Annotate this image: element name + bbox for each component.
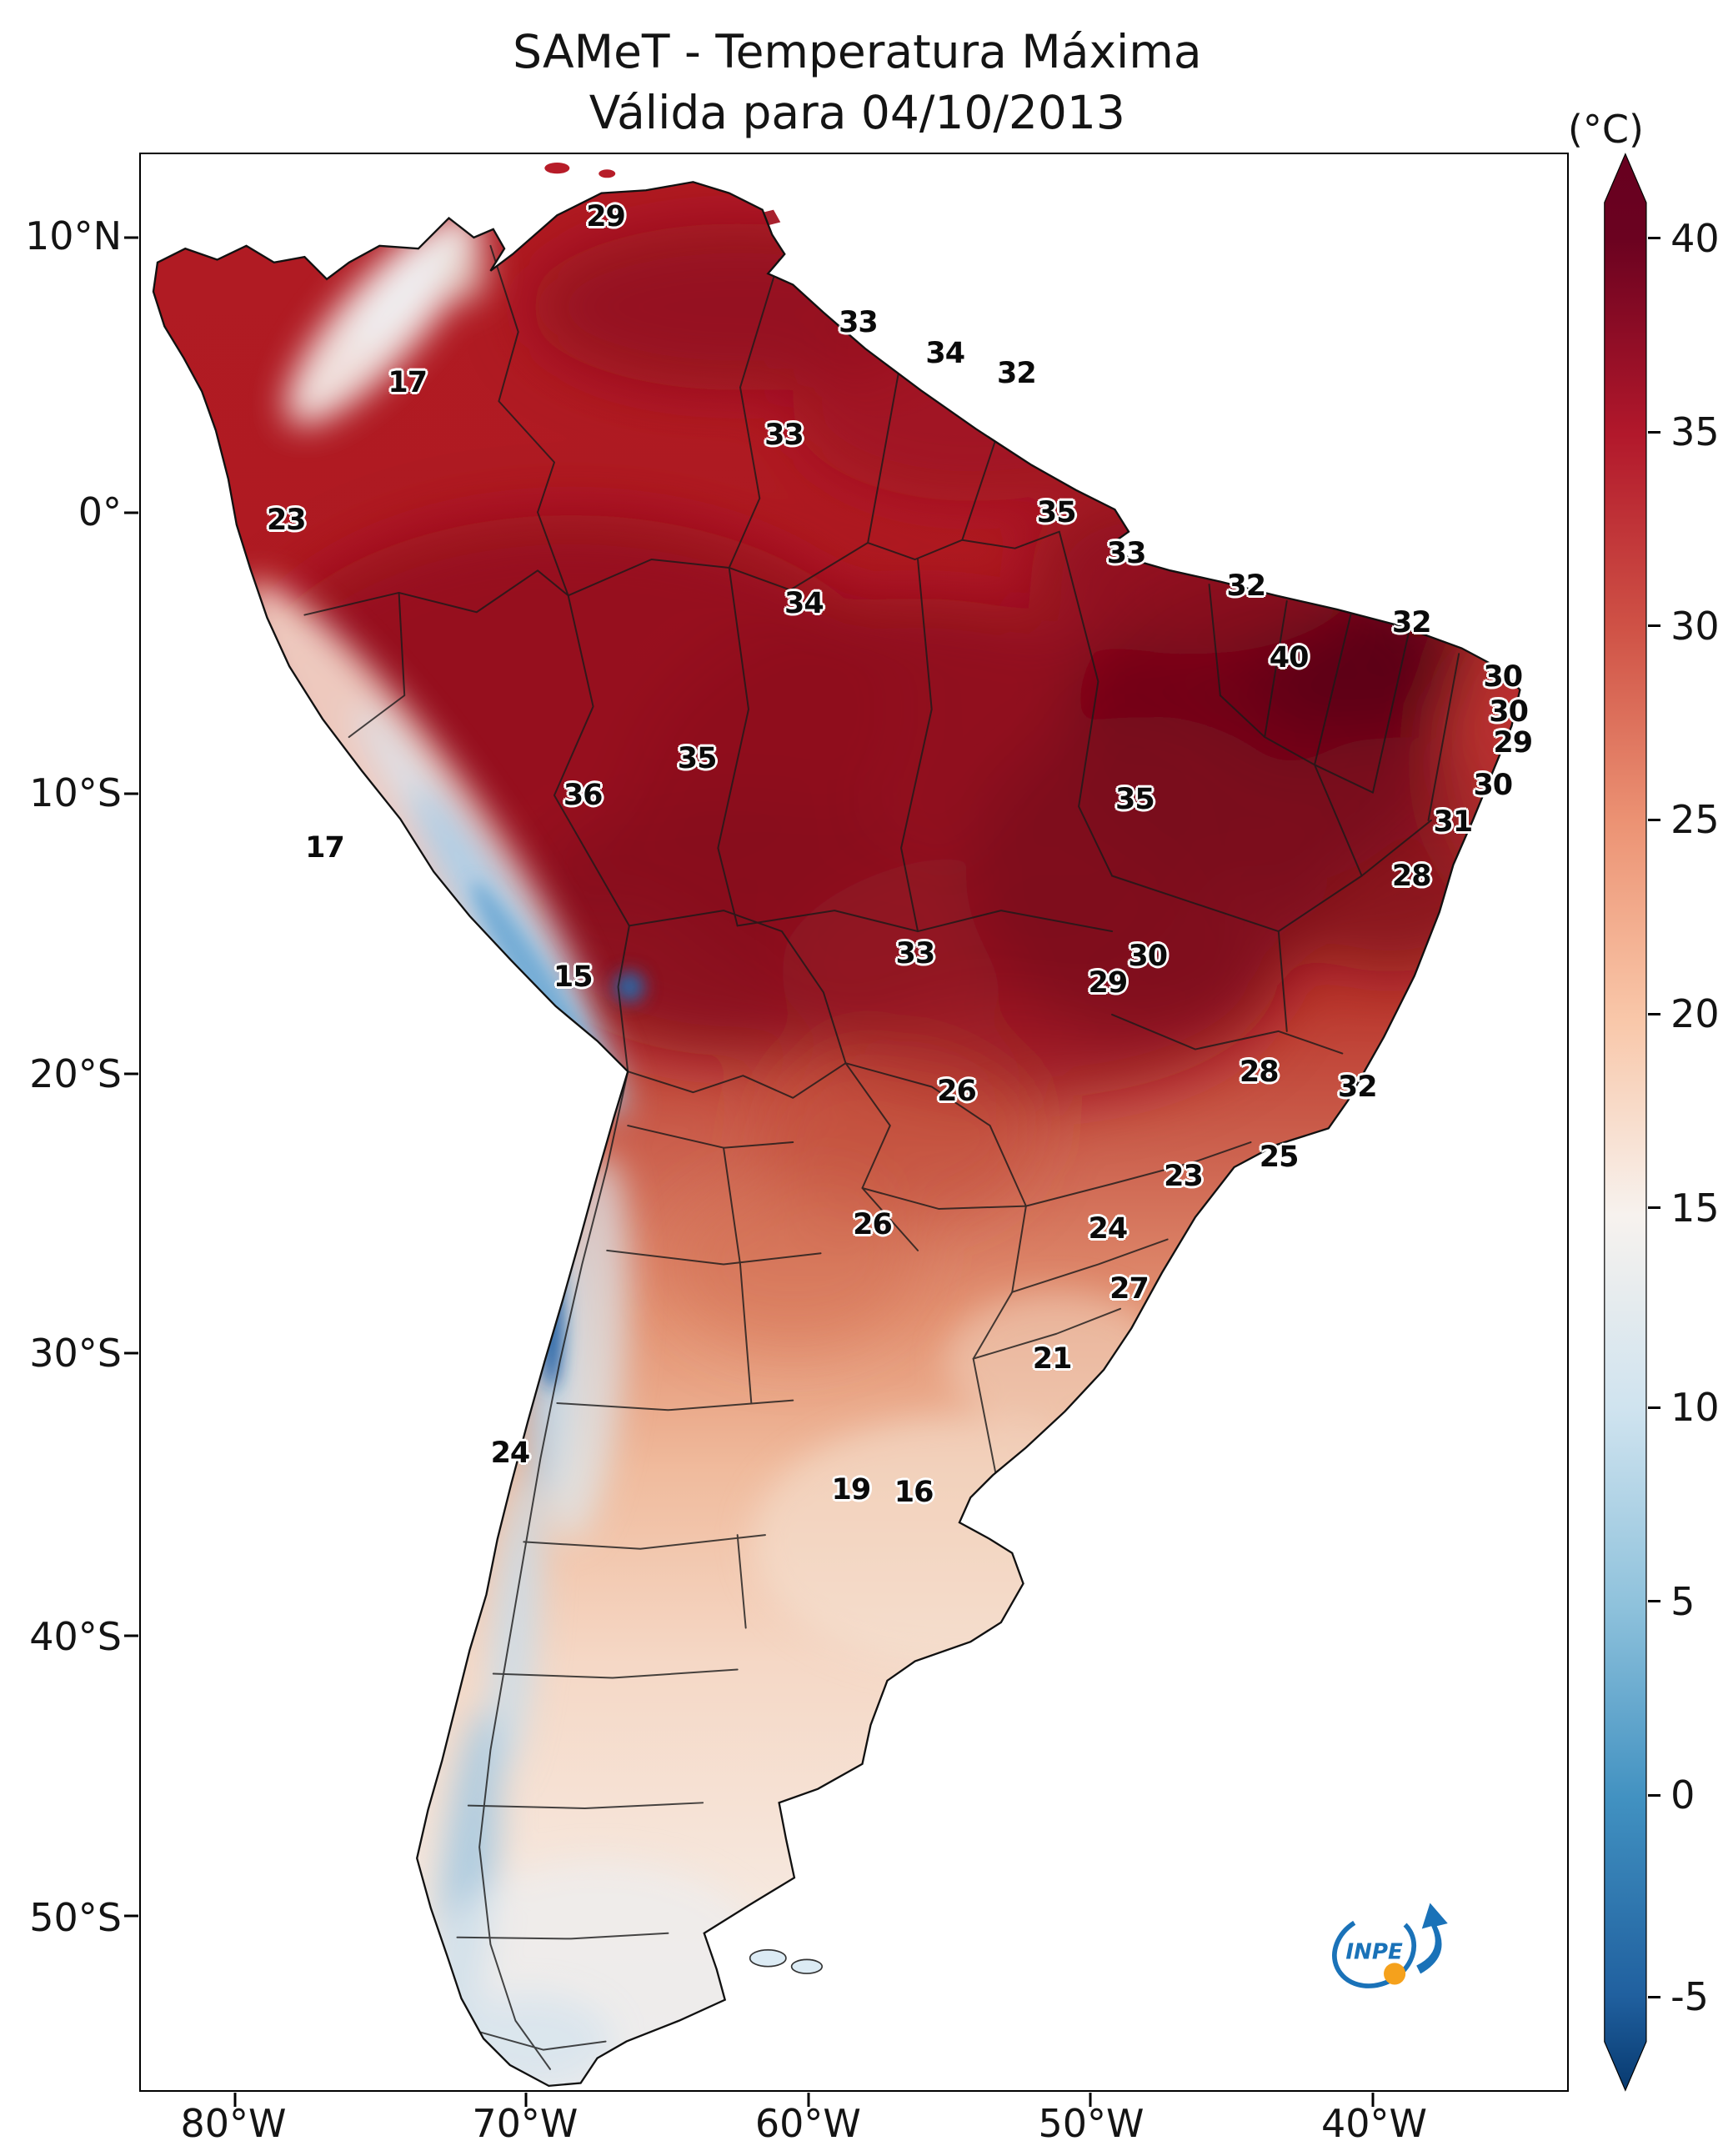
colorbar-tick-label: 15 xyxy=(1670,1185,1720,1231)
colorbar-tick-label: -5 xyxy=(1670,1974,1709,2020)
latitude-tick-label: 30°S xyxy=(29,1331,122,1376)
colorbar-tick: 10 xyxy=(1648,1385,1720,1430)
colorbar-ticks: 40 35 30 25 20 15 10 5 0 -5 xyxy=(1648,153,1723,2092)
longitude-tick-label: 70°W xyxy=(472,2101,579,2147)
colorbar-tick-label: 25 xyxy=(1670,797,1720,843)
colorbar-tick: 20 xyxy=(1648,991,1720,1036)
colorbar-tick-label: 20 xyxy=(1670,991,1720,1037)
latitude-tick-label: 10°S xyxy=(29,770,122,815)
inpe-logo-text: INPE xyxy=(1346,1940,1404,1965)
colorbar-tick-label: 5 xyxy=(1670,1578,1695,1624)
inpe-logo: INPE xyxy=(1317,1893,1467,2008)
colorbar-tick-mark xyxy=(1648,1793,1661,1797)
colorbar-tick-label: 30 xyxy=(1670,603,1720,649)
latitude-tick-label: 20°S xyxy=(29,1051,122,1097)
longitude-tick-label: 50°W xyxy=(1038,2101,1144,2147)
colorbar-tick: 5 xyxy=(1648,1579,1695,1624)
latitude-axis: 10°N 0° 10°S 20°S 30°S 40°S 50°S xyxy=(0,153,128,2092)
title-line-2: Válida para 04/10/2013 xyxy=(589,85,1125,139)
temperature-field xyxy=(153,182,1520,2087)
colorbar-tick-label: 0 xyxy=(1670,1772,1695,1818)
colorbar-tick: 15 xyxy=(1648,1186,1720,1231)
south-america-temperature-map xyxy=(152,163,1521,2088)
longitude-tick-label: 80°W xyxy=(180,2101,287,2147)
colorbar-tick-mark xyxy=(1648,1600,1661,1603)
coastline xyxy=(152,181,1521,2088)
colorbar-tick: 40 xyxy=(1648,216,1720,261)
colorbar-tick-mark xyxy=(1648,818,1661,821)
colorbar-tick-mark xyxy=(1648,1406,1661,1409)
colorbar-tick-mark xyxy=(1648,237,1661,240)
colorbar-tick-label: 10 xyxy=(1670,1385,1720,1431)
colorbar-tick: 30 xyxy=(1648,604,1720,649)
inpe-arrow-icon xyxy=(1416,1903,1449,1974)
colorbar-tick: -5 xyxy=(1648,1974,1709,2019)
longitude-tick-label: 60°W xyxy=(754,2101,861,2147)
title-line-1: SAMeT - Temperatura Máxima xyxy=(513,25,1202,78)
latitude-tick-label: 10°N xyxy=(25,213,122,259)
colorbar-tick: 25 xyxy=(1648,797,1720,842)
colorbar-tick-mark xyxy=(1648,430,1661,434)
colorbar-tick: 35 xyxy=(1648,409,1720,454)
longitude-tick-label: 40°W xyxy=(1321,2101,1428,2147)
colorbar-tick-label: 35 xyxy=(1670,409,1720,455)
map-plot-area: 29 33 34 32 17 33 35 23 33 34 32 32 40 30 30 29 35 30 36 35… xyxy=(123,153,1569,2108)
latitude-tick-label: 40°S xyxy=(29,1613,122,1659)
colorbar-unit-label: (°C) xyxy=(1567,107,1644,152)
political-borders xyxy=(303,245,1460,2071)
inpe-orange-dot-icon xyxy=(1384,1963,1406,1985)
colorbar-tick-mark xyxy=(1648,1012,1661,1015)
colorbar-gradient xyxy=(1603,153,1648,2092)
falkland-islands xyxy=(749,1949,823,1975)
colorbar-tick-label: 40 xyxy=(1670,215,1720,261)
latitude-tick-label: 50°S xyxy=(29,1894,122,1940)
longitude-axis: 80°W 70°W 60°W 50°W 40°W xyxy=(139,2101,1569,2148)
figure-title: SAMeT - Temperatura Máxima Válida para 0… xyxy=(138,22,1576,143)
colorbar-tick-mark xyxy=(1648,1995,1661,1998)
colorbar-tick-mark xyxy=(1648,624,1661,628)
colorbar-tick: 0 xyxy=(1648,1772,1695,1818)
colorbar-tick-mark xyxy=(1648,1206,1661,1210)
latitude-tick-label: 0° xyxy=(78,489,122,534)
colorbar: 40 35 30 25 20 15 10 5 0 -5 xyxy=(1603,153,1720,2092)
